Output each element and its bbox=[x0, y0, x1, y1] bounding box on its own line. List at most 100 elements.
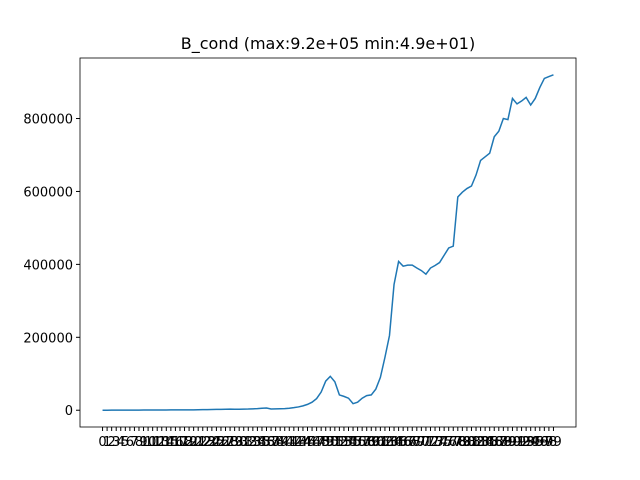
x-tick-label: 77 bbox=[445, 435, 462, 450]
x-tick-label: 32 bbox=[240, 435, 257, 450]
x-tick-label: 70 bbox=[413, 435, 430, 450]
x-tick-label: 37 bbox=[263, 435, 280, 450]
x-tick-label: 90 bbox=[504, 435, 521, 450]
x-tick-label: 52 bbox=[331, 435, 348, 450]
x-tick-label: 96 bbox=[532, 435, 549, 450]
plot-frame bbox=[79, 57, 577, 428]
x-tick-label: 93 bbox=[518, 435, 535, 450]
x-tick-label: 21 bbox=[190, 435, 207, 450]
x-tick-label: 5 bbox=[121, 435, 129, 450]
chart-title: B_cond (max:9.2e+05 min:4.9e+01) bbox=[181, 34, 475, 54]
x-tick-label: 6 bbox=[126, 435, 134, 450]
x-tick-label: 59 bbox=[363, 435, 380, 450]
x-tick-label: 15 bbox=[163, 435, 180, 450]
x-tick-label: 49 bbox=[317, 435, 334, 450]
x-tick-label: 65 bbox=[390, 435, 407, 450]
x-tick-label: 89 bbox=[500, 435, 517, 450]
x-tick-label: 66 bbox=[395, 435, 412, 450]
x-tick-label: 28 bbox=[222, 435, 239, 450]
x-tick-label: 24 bbox=[204, 435, 221, 450]
x-tick-label: 71 bbox=[418, 435, 435, 450]
line bbox=[102, 74, 554, 411]
x-tick-label: 13 bbox=[153, 435, 170, 450]
x-tick-label: 78 bbox=[450, 435, 467, 450]
x-tick-label: 99 bbox=[545, 435, 562, 450]
x-tick-label: 61 bbox=[372, 435, 389, 450]
x-tick-label: 34 bbox=[249, 435, 266, 450]
x-tick-label: 81 bbox=[463, 435, 480, 450]
x-tick-label: 98 bbox=[541, 435, 558, 450]
x-tick-label: 39 bbox=[272, 435, 289, 450]
x-tick-label: 10 bbox=[140, 435, 157, 450]
x-tick-label: 79 bbox=[454, 435, 471, 450]
x-tick-label: 26 bbox=[213, 435, 230, 450]
x-tick-label: 72 bbox=[422, 435, 439, 450]
x-tick-label: 36 bbox=[258, 435, 275, 450]
x-tick-label: 45 bbox=[299, 435, 316, 450]
x-tick-label: 25 bbox=[208, 435, 225, 450]
x-tick-label: 18 bbox=[176, 435, 193, 450]
x-tick-label: 94 bbox=[522, 435, 539, 450]
x-tick-label: 38 bbox=[267, 435, 284, 450]
x-tick-label: 1 bbox=[103, 435, 111, 450]
x-tick-label: 14 bbox=[158, 435, 175, 450]
x-tick-label: 20 bbox=[185, 435, 202, 450]
x-tick-label: 58 bbox=[358, 435, 375, 450]
x-tick-label: 68 bbox=[404, 435, 421, 450]
x-tick-label: 29 bbox=[226, 435, 243, 450]
x-tick-label: 51 bbox=[327, 435, 344, 450]
x-tick-label: 64 bbox=[386, 435, 403, 450]
x-tick-label: 84 bbox=[477, 435, 494, 450]
x-tick-label: 83 bbox=[472, 435, 489, 450]
x-tick-label: 22 bbox=[194, 435, 211, 450]
x-tick-label: 80 bbox=[459, 435, 476, 450]
x-tick-label: 87 bbox=[491, 435, 508, 450]
x-tick-label: 48 bbox=[313, 435, 330, 450]
x-tick-label: 12 bbox=[149, 435, 166, 450]
x-tick-label: 63 bbox=[381, 435, 398, 450]
x-tick-label: 23 bbox=[199, 435, 216, 450]
x-tick-label: 8 bbox=[135, 435, 143, 450]
x-tick-label: 9 bbox=[139, 435, 147, 450]
x-tick-label: 75 bbox=[436, 435, 453, 450]
x-tick-label: 62 bbox=[377, 435, 394, 450]
x-tick-label: 55 bbox=[345, 435, 362, 450]
x-tick-label: 3 bbox=[112, 435, 120, 450]
x-tick-label: 69 bbox=[409, 435, 426, 450]
x-tick-label: 82 bbox=[468, 435, 485, 450]
x-tick-label: 7 bbox=[130, 435, 138, 450]
x-tick-label: 0 bbox=[98, 435, 106, 450]
x-tick-label: 53 bbox=[336, 435, 353, 450]
x-tick-label: 33 bbox=[245, 435, 262, 450]
x-tick-label: 31 bbox=[235, 435, 252, 450]
x-tick-label: 60 bbox=[368, 435, 385, 450]
x-tick-label: 76 bbox=[440, 435, 457, 450]
y-tick-label: 0 bbox=[65, 404, 73, 419]
x-tick-label: 40 bbox=[276, 435, 293, 450]
x-tick-label: 4 bbox=[117, 435, 125, 450]
x-tick-label: 19 bbox=[181, 435, 198, 450]
x-tick-label: 85 bbox=[481, 435, 498, 450]
x-tick-label: 73 bbox=[427, 435, 444, 450]
x-tick-label: 67 bbox=[399, 435, 416, 450]
x-tick-label: 95 bbox=[527, 435, 544, 450]
y-tick-label: 800000 bbox=[23, 113, 73, 128]
x-tick-label: 91 bbox=[509, 435, 526, 450]
y-tick-label: 600000 bbox=[23, 185, 73, 200]
x-tick-label: 11 bbox=[144, 435, 161, 450]
x-tick-label: 35 bbox=[254, 435, 271, 450]
x-tick-label: 54 bbox=[340, 435, 357, 450]
x-tick-label: 56 bbox=[349, 435, 366, 450]
x-tick-label: 2 bbox=[108, 435, 116, 450]
x-tick-label: 30 bbox=[231, 435, 248, 450]
x-tick-label: 57 bbox=[354, 435, 371, 450]
x-tick-label: 44 bbox=[295, 435, 312, 450]
x-tick-label: 41 bbox=[281, 435, 298, 450]
x-tick-label: 74 bbox=[431, 435, 448, 450]
x-tick-label: 42 bbox=[286, 435, 303, 450]
x-tick-label: 43 bbox=[290, 435, 307, 450]
x-tick-label: 97 bbox=[536, 435, 553, 450]
x-tick-label: 17 bbox=[172, 435, 189, 450]
y-tick-label: 400000 bbox=[23, 258, 73, 273]
